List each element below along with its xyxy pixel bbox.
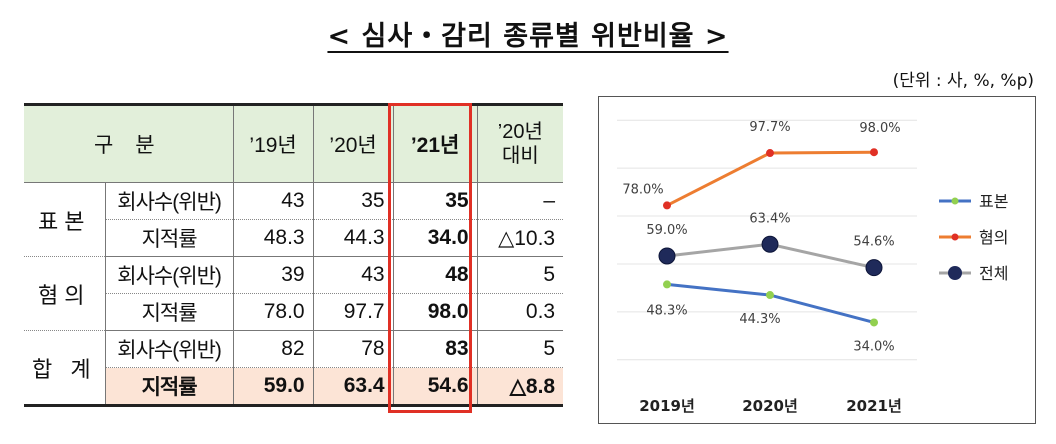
header-category: 구 분 xyxy=(24,103,234,183)
legend-label: 표본 xyxy=(979,192,1008,211)
data-label: 59.0% xyxy=(646,223,687,238)
legend-label: 전체 xyxy=(979,264,1008,283)
legend-marker xyxy=(948,266,962,280)
header-vs-2020-line2: 대비 xyxy=(501,145,539,167)
cell-2021: 48 xyxy=(392,256,478,294)
table-row: 표본 회사수(위반) 43 35 35 – xyxy=(24,182,564,257)
cell-2019: 59.0 xyxy=(232,367,314,407)
cell-2020: 78 xyxy=(312,330,394,368)
cell-2020: 44.3 xyxy=(312,219,394,257)
data-point xyxy=(761,235,779,253)
header-2021: ’21년 xyxy=(392,103,478,183)
data-label: 78.0% xyxy=(622,182,663,197)
x-tick-label: 2021년 xyxy=(846,397,902,415)
data-label: 48.3% xyxy=(646,303,687,318)
row-label: 지적률 xyxy=(105,367,234,407)
x-tick-label: 2019년 xyxy=(639,397,695,415)
group-label: 표본 xyxy=(24,182,106,257)
cell-2021: 83 xyxy=(392,330,478,368)
data-label: 97.7% xyxy=(749,120,790,135)
data-label: 54.6% xyxy=(853,235,894,250)
cell-vs-2020: – xyxy=(476,182,564,220)
series-line-1 xyxy=(666,150,875,207)
header-vs-2020-line1: ’20년 xyxy=(497,121,543,143)
row-label: 회사수(위반) xyxy=(104,182,234,220)
table-row: 합 계 회사수(위반) 82 78 83 5 xyxy=(24,330,564,407)
legend-marker xyxy=(951,233,959,241)
cell-vs-2020: 5 xyxy=(476,256,564,294)
legend-label: 혐의 xyxy=(979,228,1008,247)
data-point xyxy=(870,318,878,327)
data-point xyxy=(663,201,671,210)
table-row: 지적률 78.0 97.7 98.0 0.3 xyxy=(24,293,564,331)
cell-2019: 48.3 xyxy=(232,219,314,257)
cell-2020: 63.4 xyxy=(312,367,394,407)
cell-2020: 35 xyxy=(312,182,394,220)
data-label: 34.0% xyxy=(853,339,894,354)
line-chart-panel: 2019년 2020년 2021년 48.3% 44.3% 34.0% 78.0% 97.7%… xyxy=(598,96,1036,424)
line-chart: 2019년 2020년 2021년 48.3% 44.3% 34.0% 78.0% 97.7%… xyxy=(617,119,1008,415)
row-label: 회사수(위반) xyxy=(104,256,234,294)
cell-2020: 43 xyxy=(312,256,394,294)
cell-2021: 98.0 xyxy=(392,293,478,331)
cell-vs-2020: △10.3 xyxy=(476,219,564,257)
row-label: 지적률 xyxy=(105,293,234,331)
table-row-total-rate: 지적률 59.0 63.4 54.6 △8.8 xyxy=(24,367,564,407)
data-point xyxy=(766,149,774,158)
data-point xyxy=(865,259,883,277)
table-row: 혐의 회사수(위반) 39 43 48 5 xyxy=(24,256,564,331)
unit-label: (단위 : 사, %, %p) xyxy=(892,71,1034,91)
data-point xyxy=(658,247,676,265)
data-point xyxy=(870,148,878,157)
cell-2019: 78.0 xyxy=(232,293,314,331)
header-2020: ’20년 xyxy=(312,103,394,183)
group-label: 합 계 xyxy=(24,330,106,407)
data-point xyxy=(766,291,774,300)
page-title: < 심사・감리 종류별 위반비율 > xyxy=(327,21,729,52)
header-2019: ’19년 xyxy=(232,103,314,183)
cell-2020: 97.7 xyxy=(312,293,394,331)
cell-2021: 54.6 xyxy=(392,367,478,407)
cell-vs-2020: 5 xyxy=(476,330,564,368)
data-label: 63.4% xyxy=(749,211,790,226)
cell-vs-2020: △8.8 xyxy=(476,367,564,407)
cell-vs-2020: 0.3 xyxy=(476,293,564,331)
legend-marker xyxy=(951,197,959,205)
cell-2019: 43 xyxy=(232,182,314,220)
cell-2021: 34.0 xyxy=(392,219,478,257)
data-point xyxy=(663,280,671,289)
violation-table: 구 분 ’19년 ’20년 ’21년 ’20년 대비 표본 회사수(위반) 43… xyxy=(24,103,564,407)
row-label: 회사수(위반) xyxy=(104,330,234,368)
group-label: 혐의 xyxy=(24,256,106,331)
cell-2019: 82 xyxy=(232,330,314,368)
header-vs-2020: ’20년 대비 xyxy=(476,103,564,183)
table-header-row: 구 분 ’19년 ’20년 ’21년 ’20년 대비 xyxy=(24,103,564,183)
cell-2019: 39 xyxy=(232,256,314,294)
table-row: 지적률 48.3 44.3 34.0 △10.3 xyxy=(24,219,564,257)
data-label: 44.3% xyxy=(739,312,780,327)
data-label: 98.0% xyxy=(859,121,900,136)
x-tick-label: 2020년 xyxy=(742,397,798,415)
row-label: 지적률 xyxy=(105,219,234,257)
cell-2021: 35 xyxy=(392,182,478,220)
